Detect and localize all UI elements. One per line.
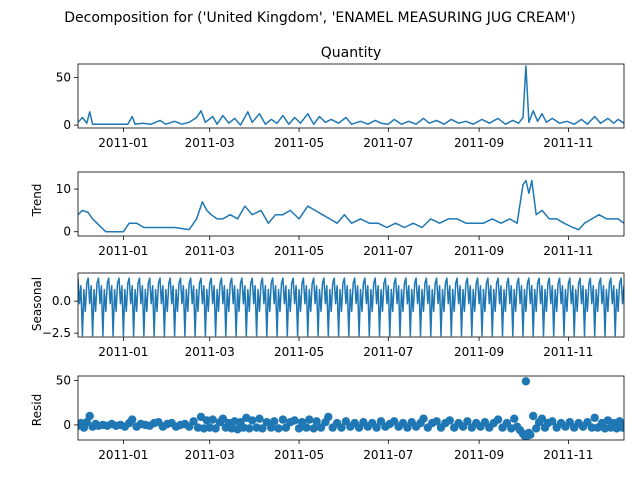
x-tick-label: 2011-01 bbox=[98, 136, 148, 150]
resid-point bbox=[493, 415, 503, 424]
x-tick-label: 2011-07 bbox=[363, 345, 413, 359]
resid-point bbox=[587, 423, 596, 432]
series-line bbox=[78, 65, 624, 126]
y-axis-label: Trend bbox=[30, 184, 44, 218]
x-tick-label: 2011-09 bbox=[454, 345, 504, 359]
resid-point bbox=[128, 415, 137, 424]
x-tick-label: 2011-03 bbox=[185, 448, 235, 462]
y-tick-label: 10 bbox=[56, 182, 71, 196]
resid-point bbox=[510, 414, 519, 423]
panel-trend: Trend 010 2011-01 2011-03 2011-05 2011-07 20… bbox=[30, 171, 625, 258]
resid-point bbox=[312, 417, 321, 426]
resid-point bbox=[445, 416, 454, 425]
x-tick-label: 2011-01 bbox=[98, 244, 148, 258]
x-tick-label: 2011-07 bbox=[363, 136, 413, 150]
resid-point bbox=[278, 415, 288, 424]
resid-point bbox=[248, 416, 257, 425]
resid-point bbox=[537, 414, 547, 423]
resid-point bbox=[211, 424, 220, 433]
y-tick-label: 50 bbox=[56, 373, 71, 387]
resid-point bbox=[419, 414, 428, 423]
resid-point bbox=[548, 417, 557, 426]
resid-point bbox=[463, 417, 472, 426]
x-axis: 2011-01 2011-03 2011-05 2011-07 2011-09 2011-… bbox=[98, 337, 593, 359]
series-layer bbox=[78, 377, 624, 440]
y-tick-label: 50 bbox=[56, 70, 71, 84]
x-axis: 2011-01 2011-03 2011-05 2011-07 2011-09 2011-… bbox=[98, 236, 593, 258]
resid-point bbox=[255, 414, 264, 423]
y-axis-label: Resid bbox=[30, 394, 44, 426]
y-tick-label: 0.0 bbox=[52, 294, 71, 308]
resid-point bbox=[619, 422, 624, 431]
x-tick-label: 2011-05 bbox=[274, 136, 324, 150]
axes-frame bbox=[77, 375, 625, 441]
panel-seasonal: Seasonal 0.0−2.5 2011-01 2011-03 2011-05 20… bbox=[30, 272, 625, 359]
x-tick-label: 2011-03 bbox=[185, 244, 235, 258]
resid-point bbox=[245, 424, 254, 433]
resid-point bbox=[218, 414, 228, 423]
x-tick-label: 2011-11 bbox=[543, 136, 593, 150]
x-tick-label: 2011-05 bbox=[274, 244, 324, 258]
x-tick-label: 2011-11 bbox=[543, 448, 593, 462]
resid-point bbox=[305, 415, 314, 424]
series-line bbox=[78, 277, 624, 337]
figure-suptitle: Decomposition for ('United Kingdom', 'EN… bbox=[64, 10, 576, 26]
resid-point bbox=[529, 411, 538, 421]
y-tick-label: 0 bbox=[63, 118, 71, 132]
panel-resid: Resid 050 2011-01 2011-03 2011-05 2011-07 20… bbox=[30, 373, 625, 462]
x-axis: 2011-01 2011-03 2011-05 2011-07 2011-09 2011-… bbox=[98, 440, 593, 462]
x-tick-label: 2011-09 bbox=[454, 244, 504, 258]
resid-point bbox=[270, 417, 279, 426]
resid-point bbox=[324, 412, 333, 422]
x-tick-label: 2011-11 bbox=[543, 244, 593, 258]
resid-point bbox=[590, 413, 599, 422]
x-tick-label: 2011-11 bbox=[543, 345, 593, 359]
x-tick-label: 2011-09 bbox=[454, 448, 504, 462]
y-axis: 0.0 −2.5 bbox=[42, 294, 78, 340]
x-tick-label: 2011-03 bbox=[185, 345, 235, 359]
x-tick-label: 2011-01 bbox=[98, 448, 148, 462]
y-tick-label: −2.5 bbox=[42, 326, 71, 340]
resid-point bbox=[432, 417, 441, 426]
y-axis-label: Seasonal bbox=[30, 277, 44, 331]
axes-frame bbox=[77, 63, 625, 129]
y-axis: 0 50 bbox=[56, 373, 78, 432]
series-layer bbox=[78, 179, 624, 233]
x-tick-label: 2011-03 bbox=[185, 136, 235, 150]
axes-frame bbox=[77, 171, 625, 237]
x-tick-label: 2011-07 bbox=[363, 448, 413, 462]
x-tick-label: 2011-01 bbox=[98, 345, 148, 359]
resid-point bbox=[267, 423, 276, 432]
panel-title: Quantity bbox=[321, 45, 382, 61]
y-tick-label: 0 bbox=[63, 418, 71, 432]
x-axis: 2011-01 2011-03 2011-05 2011-07 2011-09 2011-… bbox=[98, 128, 593, 150]
y-axis: 0 50 bbox=[56, 70, 78, 132]
resid-point bbox=[526, 430, 535, 439]
resid-point bbox=[372, 423, 381, 432]
y-tick-label: 0 bbox=[63, 225, 71, 239]
series-layer bbox=[78, 277, 624, 337]
series-line bbox=[78, 179, 624, 233]
resid-point bbox=[85, 411, 94, 421]
panel-quantity: Quantity 050 2011-01 2011-03 2011-05 2011-0… bbox=[56, 45, 625, 150]
resid-point bbox=[521, 377, 531, 386]
resid-point bbox=[309, 424, 318, 433]
resid-point bbox=[274, 424, 283, 433]
axes-frame bbox=[77, 272, 625, 338]
resid-point bbox=[302, 423, 311, 432]
resid-point bbox=[208, 415, 217, 424]
resid-point bbox=[189, 417, 198, 426]
x-tick-label: 2011-05 bbox=[274, 448, 324, 462]
y-axis: 0 10 bbox=[56, 182, 78, 239]
series-layer bbox=[78, 65, 624, 126]
x-tick-label: 2011-05 bbox=[274, 345, 324, 359]
resid-point bbox=[337, 423, 346, 432]
x-tick-label: 2011-09 bbox=[454, 136, 504, 150]
x-tick-label: 2011-07 bbox=[363, 244, 413, 258]
resid-point bbox=[258, 424, 267, 433]
resid-point bbox=[290, 416, 299, 425]
